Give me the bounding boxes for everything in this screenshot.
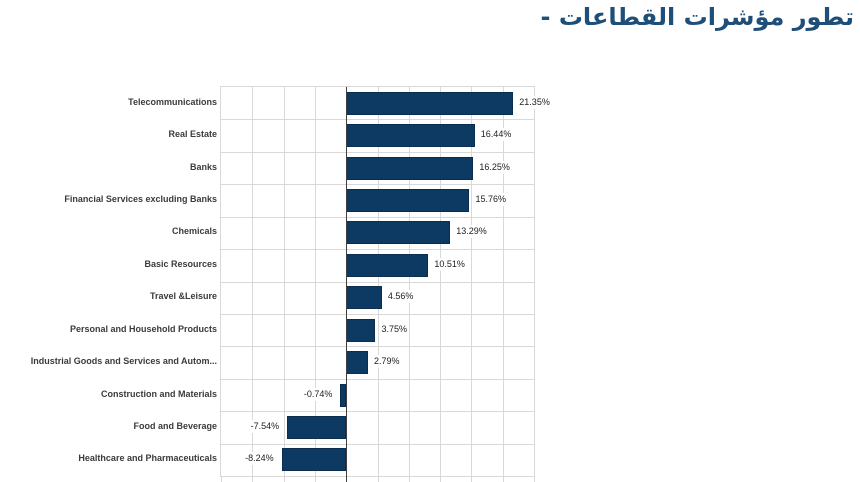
h-gridline <box>221 152 534 153</box>
value-label: -8.24% <box>244 452 275 466</box>
category-label: Construction and Materials <box>100 388 217 399</box>
bar[interactable] <box>287 415 347 439</box>
category-label: Chemicals <box>171 226 217 237</box>
h-gridline <box>221 346 534 347</box>
value-label: -0.74% <box>302 387 334 401</box>
bar[interactable] <box>346 318 376 342</box>
value-label: 15.76% <box>474 193 508 206</box>
h-gridline <box>221 217 534 218</box>
v-gridline <box>315 87 316 476</box>
value-label: -7.54% <box>249 419 281 433</box>
value-label: 16.25% <box>478 160 511 174</box>
bar[interactable] <box>346 221 451 245</box>
value-label: 10.51% <box>433 257 466 271</box>
value-label: 3.75% <box>380 322 409 336</box>
zero-baseline <box>346 87 347 482</box>
plot-area <box>220 86 535 482</box>
h-gridline <box>221 282 534 283</box>
bar[interactable] <box>340 383 347 407</box>
bar[interactable] <box>281 448 347 472</box>
value-label: 16.44% <box>479 128 513 142</box>
v-gridline <box>409 87 410 476</box>
value-label: 2.79% <box>373 355 401 368</box>
value-label: 13.29% <box>455 225 488 239</box>
h-gridline <box>221 249 534 250</box>
bar[interactable] <box>346 91 514 115</box>
x-axis-tick <box>378 476 379 482</box>
value-label: 21.35% <box>518 95 551 109</box>
x-axis-tick <box>534 476 535 482</box>
category-label: Personal and Household Products <box>69 323 217 334</box>
category-label: Real Estate <box>168 129 217 140</box>
bar[interactable] <box>346 351 368 374</box>
category-label: Financial Services excluding Banks <box>64 194 217 204</box>
h-gridline <box>221 184 534 185</box>
x-axis-tick <box>440 476 441 482</box>
x-axis-tick <box>221 476 222 482</box>
sector-bar-chart: Telecommunications 21.35% Real Estate 16.44… <box>0 86 860 482</box>
x-axis-tick <box>315 476 316 482</box>
h-gridline <box>221 444 534 445</box>
v-gridline <box>503 87 504 476</box>
bar[interactable] <box>346 124 475 148</box>
category-label: Banks <box>189 161 217 172</box>
category-label: Industrial Goods and Services and Autom.… <box>30 356 217 366</box>
category-label: Basic Resources <box>144 258 217 269</box>
x-axis-tick <box>409 476 410 482</box>
v-gridline <box>378 87 379 476</box>
v-gridline <box>284 87 285 476</box>
category-label: Healthcare and Pharmaceuticals <box>78 453 217 464</box>
v-gridline <box>440 87 441 476</box>
value-label: 4.56% <box>386 290 415 304</box>
v-gridline <box>471 87 472 476</box>
x-axis-tick <box>471 476 472 482</box>
h-gridline <box>221 119 534 120</box>
chart-title: تطور مؤشرات القطاعات - <box>540 3 855 31</box>
x-axis-tick <box>284 476 285 482</box>
bar[interactable] <box>346 253 429 277</box>
category-label: Telecommunications <box>128 96 217 107</box>
v-gridline <box>252 87 253 476</box>
x-axis-tick <box>252 476 253 482</box>
bar[interactable] <box>346 286 382 310</box>
h-gridline <box>221 411 534 412</box>
x-axis-tick <box>503 476 504 482</box>
bar[interactable] <box>346 189 470 212</box>
category-label: Travel &Leisure <box>149 291 217 302</box>
bar[interactable] <box>346 156 474 180</box>
h-gridline <box>221 314 534 315</box>
h-gridline <box>221 379 534 380</box>
category-label: Food and Beverage <box>133 420 217 431</box>
